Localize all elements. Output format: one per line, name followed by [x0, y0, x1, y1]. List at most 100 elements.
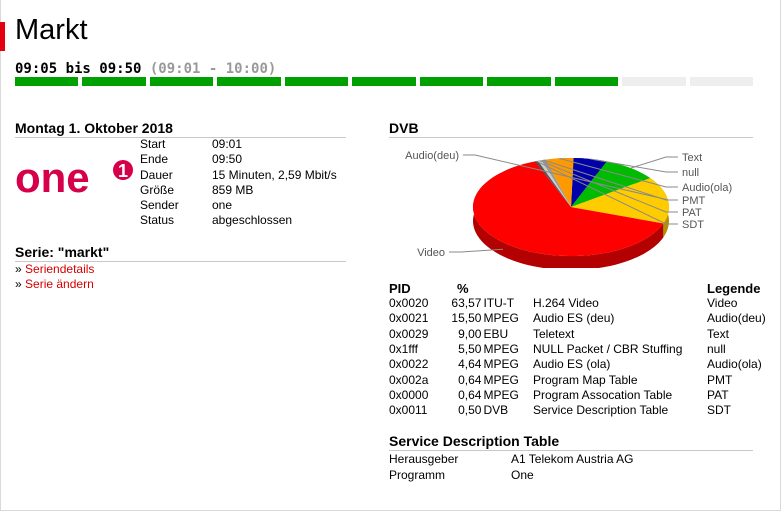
pie-label: null [682, 167, 699, 179]
pid-row: 0x1fff 5,50 MPEG NULL Packet / CBR Stuffing… [389, 342, 766, 357]
time-range-scheduled: 09:05 bis 09:50 [15, 61, 142, 77]
pid-row: 0x0021 15,50 MPEG Audio ES (deu) Audio(deu) [389, 311, 766, 326]
pie-label: Video [417, 247, 445, 259]
pid-row: 0x0000 0,64 MPEG Program Assocation Table PA… [389, 388, 766, 403]
time-range-actual: (09:01 - 10:00) [149, 61, 277, 77]
link-bullet: » [15, 276, 22, 291]
channel-logo-text: one [15, 154, 90, 200]
pie-label: Text [682, 152, 702, 164]
pid-cell: 0x0022 [389, 357, 429, 372]
type-cell: ITU-T [483, 296, 515, 310]
pie-slice-pmt [541, 159, 571, 207]
page-title: Markt [15, 14, 88, 46]
pie-label: SDT [682, 219, 704, 231]
progress-segment [217, 77, 281, 86]
pct-cell: 0,50 [458, 403, 482, 418]
pid-table: PID % Legende 0x0020 63,57 ITU-T H.264 Vide… [389, 280, 766, 419]
accent-bar [0, 22, 5, 51]
pie-leader-line [539, 160, 678, 213]
channel-logo-symbol: 1 [118, 161, 128, 181]
pct-column-header: % [457, 280, 469, 296]
pid-cell: 0x0021 [389, 311, 429, 326]
pie-slice-audio-deu- [571, 178, 669, 224]
pid-cell: 0x0011 [389, 403, 428, 418]
progress-segment [149, 77, 214, 86]
info-row-size: Größe 859 MB [140, 183, 337, 198]
pie-leader-line [536, 160, 678, 225]
type-cell: MPEG [483, 342, 519, 357]
info-label: Sender [140, 198, 179, 213]
pie-slice-sdt [534, 160, 571, 207]
legend-cell: Video [707, 296, 738, 310]
desc-cell: Audio ES (deu) [533, 311, 615, 326]
desc-cell: Program Assocation Table [533, 388, 673, 403]
progress-segment [554, 77, 619, 86]
link-row-series-details: » Seriendetails [15, 262, 94, 277]
info-value: 09:50 [212, 152, 243, 167]
info-label: Größe [140, 182, 175, 197]
type-cell: EBU [483, 326, 509, 341]
pid-row: 0x002a 0,64 MPEG Program Map Table PMT [389, 373, 766, 388]
series-heading: Serie: "markt" [15, 244, 346, 262]
info-row-duration: Dauer 15 Minuten, 2,59 Mbit/s [140, 168, 337, 183]
info-row-channel: Sender one [140, 198, 337, 213]
info-value: 859 MB [212, 182, 254, 197]
type-cell: MPEG [483, 388, 519, 403]
channel-logo-circle [113, 160, 133, 180]
progress-segment [419, 77, 484, 86]
pid-row: 0x0011 0,50 DVB Service Description Table SD… [389, 403, 766, 418]
pid-row: 0x0029 9,00 EBU Teletext Text [389, 327, 766, 342]
pct-cell: 9,00 [458, 326, 482, 341]
progress-segment [352, 77, 416, 86]
pie-label: PAT [682, 207, 702, 219]
sdt-row-publisher: Herausgeber A1 Telekom Austria AG [389, 452, 634, 468]
series-edit-link[interactable]: Serie ändern [25, 276, 94, 291]
pie-label: PMT [682, 195, 706, 207]
pie-slice-audio-ola- [545, 158, 574, 207]
pie-slice-text [571, 161, 651, 207]
info-label: Start [140, 137, 166, 151]
desc-column-header [533, 280, 707, 296]
link-row-series-edit: » Serie ändern [15, 277, 94, 292]
info-label: Ende [140, 152, 169, 167]
pid-row: 0x0020 63,57 ITU-T H.264 Video Video [389, 296, 766, 311]
info-label: Status [140, 213, 175, 228]
sdt-table: Herausgeber A1 Telekom Austria AG Program… [389, 452, 634, 483]
desc-cell: NULL Packet / CBR Stuffing [533, 342, 683, 357]
pie-leader-line [463, 154, 669, 201]
desc-cell: Teletext [533, 326, 575, 341]
type-cell: MPEG [483, 372, 519, 387]
legend-cell: PMT [707, 372, 733, 387]
desc-cell: Program Map Table [533, 372, 638, 387]
info-value: 09:01 [212, 137, 243, 151]
pid-row: 0x0022 4,64 MPEG Audio ES (ola) Audio(ola) [389, 357, 766, 372]
pct-cell: 5,50 [458, 342, 482, 357]
time-range: 09:05 bis 09:50 (09:01 - 10:00) [15, 61, 276, 77]
sdt-value: One [511, 467, 534, 482]
pie-leader-line [630, 156, 678, 169]
series-details-link[interactable]: Seriendetails [25, 262, 95, 276]
info-row-end: Ende 09:50 [140, 152, 337, 167]
desc-cell: Audio ES (ola) [533, 357, 611, 372]
info-row-start: Start 09:01 [140, 137, 337, 152]
pid-cell: 0x0000 [389, 388, 429, 403]
legend-cell: null [707, 342, 726, 357]
info-value: abgeschlossen [212, 213, 293, 228]
dvb-heading: DVB [389, 120, 753, 138]
sdt-value: A1 Telekom Austria AG [511, 452, 634, 466]
recording-progress-bar [15, 77, 753, 86]
legend-cell: SDT [707, 403, 731, 418]
progress-segment [622, 77, 686, 86]
sdt-label: Herausgeber [389, 452, 459, 466]
progress-segment [15, 77, 79, 86]
progress-segment [284, 77, 349, 86]
pie-label: Audio(deu) [405, 150, 459, 162]
info-row-status: Status abgeschlossen [140, 213, 337, 228]
desc-cell: H.264 Video [533, 296, 599, 310]
sdt-row-program: Programm One [389, 468, 634, 484]
info-value: one [212, 198, 233, 213]
pct-cell: 63,57 [451, 296, 482, 310]
type-cell: MPEG [483, 311, 519, 326]
legend-column-header: Legende [707, 280, 761, 296]
channel-logo: one 1 [15, 154, 133, 200]
